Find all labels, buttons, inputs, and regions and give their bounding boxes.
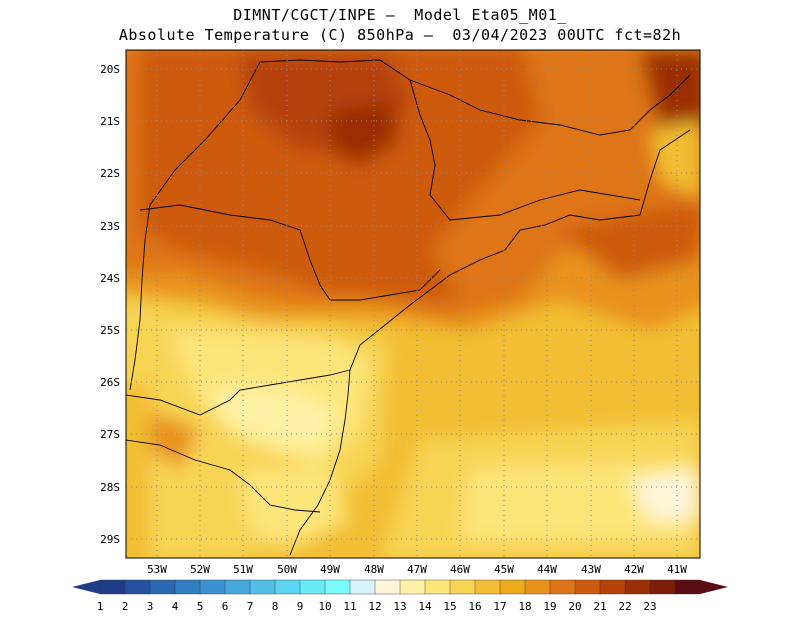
colorbar-swatch: [599, 579, 626, 595]
lon-label: 51W: [233, 563, 253, 576]
colorbar-label: 12: [368, 600, 381, 613]
lon-label: 48W: [364, 563, 384, 576]
colorbar-label: 23: [643, 600, 656, 613]
colorbar-swatch: [124, 579, 151, 595]
colorbar-swatch: [249, 579, 276, 595]
latitude-labels: 20S 21S 22S 23S 24S 25S 26S 27S 28S 29S: [100, 63, 120, 546]
lon-label: 52W: [190, 563, 210, 576]
colorbar-swatch: [499, 579, 526, 595]
lon-label: 44W: [537, 563, 557, 576]
chart-title-line2: Absolute Temperature (C) 850hPa – 03/04/…: [118, 26, 682, 44]
colorbar-swatch: [399, 579, 426, 595]
lon-label: 42W: [624, 563, 644, 576]
colorbar-under-arrow: [72, 580, 100, 594]
lat-label: 22S: [100, 167, 120, 180]
lat-label: 26S: [100, 376, 120, 389]
state-border-north: [149, 59, 641, 221]
coastline: [289, 129, 691, 556]
colorbar-label: 9: [297, 600, 304, 613]
longitude-labels: 53W 52W 51W 50W 49W 48W 47W 46W 45W 44W …: [147, 563, 687, 576]
colorbar-label: 18: [518, 600, 531, 613]
colorbar-label: 4: [172, 600, 179, 613]
colorbar-label: 22: [618, 600, 631, 613]
colorbar-label: 8: [272, 600, 279, 613]
colorbar-label: 6: [222, 600, 229, 613]
colorbar-swatch: [149, 579, 176, 595]
colorbar-swatch: [199, 579, 226, 595]
colorbar-swatch: [374, 579, 401, 595]
lat-label: 29S: [100, 533, 120, 546]
colorbar-label: 5: [197, 600, 204, 613]
colorbar-swatches: [99, 579, 701, 595]
colorbar-swatch: [624, 579, 651, 595]
map-canvas: 20S 21S 22S 23S 24S 25S 26S 27S 28S 29S …: [100, 49, 701, 576]
colorbar-over-arrow: [700, 580, 728, 594]
lon-label: 50W: [277, 563, 297, 576]
colorbar-swatch: [174, 579, 201, 595]
temperature-field: [126, 50, 700, 558]
colorbar-label: 2: [122, 600, 129, 613]
lat-label: 27S: [100, 428, 120, 441]
colorbar-labels: 1 2 3 4 5 6 7 8 9 10 11 12 13 14 15 16 17 18 19 20 21 22 23: [97, 600, 657, 613]
colorbar-label: 13: [393, 600, 406, 613]
colorbar-label: 10: [318, 600, 331, 613]
lon-label: 49W: [320, 563, 340, 576]
state-border-pr-sc: [126, 369, 351, 416]
colorbar-swatch: [574, 579, 601, 595]
lon-label: 47W: [407, 563, 427, 576]
colorbar-swatch: [299, 579, 326, 595]
lon-label: 41W: [667, 563, 687, 576]
colorbar-label: 11: [343, 600, 356, 613]
chart-title-line1: DIMNT/CGCT/INPE – Model Eta05_M01_: [233, 6, 567, 24]
lat-label: 24S: [100, 272, 120, 285]
lat-label: 21S: [100, 115, 120, 128]
map-frame: [125, 49, 701, 559]
state-border-sp: [139, 204, 441, 301]
colorbar-swatch: [674, 579, 701, 595]
colorbar-swatch: [224, 579, 251, 595]
state-border-pr-w: [129, 204, 151, 391]
lon-label: 46W: [450, 563, 470, 576]
colorbar-swatch: [274, 579, 301, 595]
colorbar-swatch: [324, 579, 351, 595]
lat-label: 28S: [100, 481, 120, 494]
colorbar-swatch: [524, 579, 551, 595]
colorbar-label: 14: [418, 600, 432, 613]
colorbar-swatch: [99, 579, 126, 595]
state-border-sc-rs: [126, 439, 321, 513]
colorbar-label: 19: [543, 600, 556, 613]
lat-label: 20S: [100, 63, 120, 76]
state-border-mg: [409, 74, 691, 136]
colorbar-label: 20: [568, 600, 581, 613]
lat-label: 23S: [100, 220, 120, 233]
boundaries: [126, 59, 691, 556]
colorbar-label: 1: [97, 600, 104, 613]
lat-label: 25S: [100, 324, 120, 337]
colorbar-label: 7: [247, 600, 254, 613]
lon-label: 53W: [147, 563, 167, 576]
colorbar-swatch: [474, 579, 501, 595]
colorbar-label: 21: [593, 600, 606, 613]
lon-label: 45W: [494, 563, 514, 576]
grid: [126, 50, 700, 558]
colorbar-swatch: [424, 579, 451, 595]
colorbar-swatch: [649, 579, 676, 595]
colorbar-swatch: [349, 579, 376, 595]
colorbar-swatch: [449, 579, 476, 595]
colorbar: 1 2 3 4 5 6 7 8 9 10 11 12 13 14 15 16 17 18 19 20 21 22 23: [72, 579, 728, 613]
colorbar-label: 15: [443, 600, 456, 613]
colorbar-label: 17: [493, 600, 506, 613]
lon-label: 43W: [581, 563, 601, 576]
colorbar-label: 16: [468, 600, 481, 613]
colorbar-label: 3: [147, 600, 154, 613]
colorbar-swatch: [549, 579, 576, 595]
